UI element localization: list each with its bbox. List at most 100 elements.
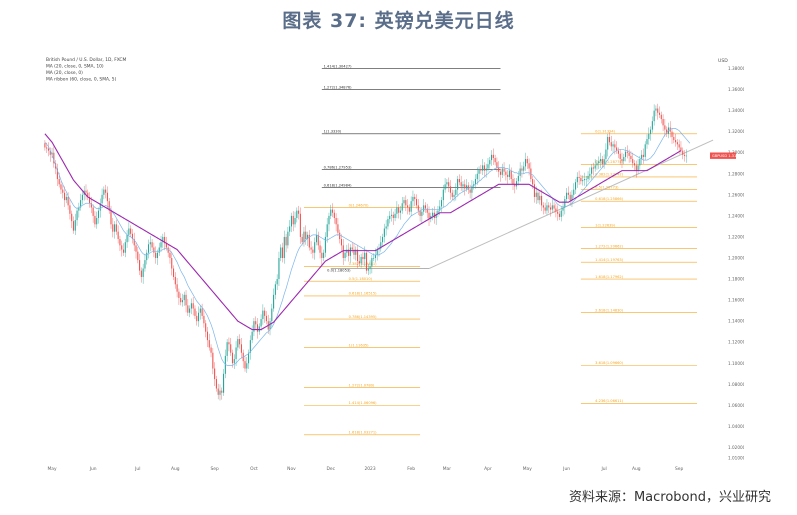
y-tick-label: 1.02000 (728, 445, 744, 450)
candle-body (260, 319, 262, 327)
candle-body (571, 194, 573, 201)
candle-body (628, 152, 630, 156)
candle-body (648, 133, 650, 140)
candle-body (458, 179, 460, 183)
candle-body (306, 234, 309, 240)
candle-body (97, 210, 100, 218)
y-tick-label: 1.22000 (728, 234, 744, 239)
candle-body (281, 247, 284, 258)
candle-body (255, 321, 257, 325)
candle-body (555, 208, 557, 212)
currency-label: USD (718, 58, 728, 64)
candle-body (551, 205, 553, 210)
candle-body (60, 184, 62, 190)
candle-body (301, 236, 303, 243)
candle-body (283, 236, 285, 258)
source-note: 资料来源：Macrobond，兴业研究 (568, 490, 771, 505)
candle-body (514, 184, 516, 187)
candle-body (587, 175, 589, 180)
fib-label: 0(1.24670) (349, 203, 370, 207)
fib-label: 3.618(1.09660) (595, 361, 624, 365)
candle-body (203, 315, 205, 324)
candle-body (142, 268, 144, 277)
fib-label: 0.5(1.26773) (595, 185, 619, 189)
chart-legend: British Pound / U.S. Dollar, 1D, FXCMMA … (46, 57, 728, 83)
candle-body (340, 239, 343, 246)
candle-body (537, 192, 539, 201)
candle-body (231, 352, 234, 364)
candle-body (657, 108, 659, 113)
candle-body (410, 201, 412, 212)
candle-body (637, 165, 639, 171)
candle-body (262, 310, 264, 320)
x-tick-label: Aug (171, 466, 180, 472)
x-tick-label: Aug (632, 466, 641, 472)
fibonacci-levels: 1.414(1.30427) 1.272(1.34876) 1(1.3330) 0.7… (303, 64, 698, 436)
candle-body (299, 213, 301, 237)
fib-label: 4.236(1.06611) (595, 399, 624, 403)
candle-body (494, 158, 496, 163)
candle-body (423, 205, 425, 212)
candle-body (546, 205, 548, 211)
candle-body (501, 168, 503, 175)
candle-body (373, 258, 375, 259)
candle-body (105, 189, 107, 193)
fib-label: 0.618(1.16515) (349, 292, 378, 296)
candle-body (140, 270, 142, 277)
candle-body (224, 355, 226, 374)
candle-body (439, 206, 441, 211)
candle-body (56, 168, 58, 180)
candle-body (480, 169, 482, 171)
candle-body (646, 139, 648, 145)
candle-body (623, 156, 625, 162)
y-tick-label: 1.10000 (728, 361, 744, 366)
candle-body (130, 228, 132, 234)
candle-body (440, 200, 443, 207)
candle-body (542, 205, 544, 208)
candle-body (96, 218, 98, 225)
candle-body (114, 224, 116, 232)
candle-body (115, 224, 117, 232)
candle-body (614, 144, 616, 148)
candle-body (362, 256, 364, 260)
x-tick-label: Dec (327, 466, 336, 472)
candle-body (567, 192, 569, 195)
candle-body (162, 236, 164, 243)
candle-body (512, 179, 514, 185)
fib-label: 1.414(1.30427) (324, 64, 353, 68)
candle-body (505, 171, 507, 175)
candle-body (126, 234, 128, 243)
candle-body (605, 149, 607, 160)
candle-body (72, 221, 75, 231)
fib-label: 1.618(1.03271) (349, 431, 378, 435)
x-tick-label: Jul (600, 466, 606, 472)
chart-container: British Pound / U.S. Dollar, 1D, FXCM MA … (44, 50, 746, 475)
candle-body (448, 182, 450, 187)
candle-body (364, 252, 366, 260)
candle-body (532, 179, 534, 185)
candle-body (435, 213, 437, 218)
candle-body (476, 173, 478, 180)
y-tick-label: 1.20000 (728, 256, 744, 261)
y-tick-label: 1.06000 (728, 403, 744, 408)
candle-body (333, 212, 335, 218)
candle-body (44, 143, 46, 148)
candle-body (390, 214, 393, 216)
candle-body (164, 236, 166, 244)
candle-body (417, 205, 419, 211)
candle-body (426, 208, 428, 213)
candle-body (465, 185, 468, 189)
candle-body (278, 258, 280, 280)
candle-body (240, 344, 242, 353)
candle-body (526, 159, 528, 164)
y-tick-label: 1.12000 (728, 340, 744, 345)
candle-body (442, 189, 444, 201)
candle-body (90, 203, 92, 208)
candle-body (67, 196, 69, 206)
candle-body (46, 147, 48, 149)
candle-body (560, 210, 562, 217)
candle-body (507, 174, 509, 177)
candle-body (221, 390, 223, 393)
candle-body (92, 207, 94, 216)
candle-body (683, 154, 686, 156)
